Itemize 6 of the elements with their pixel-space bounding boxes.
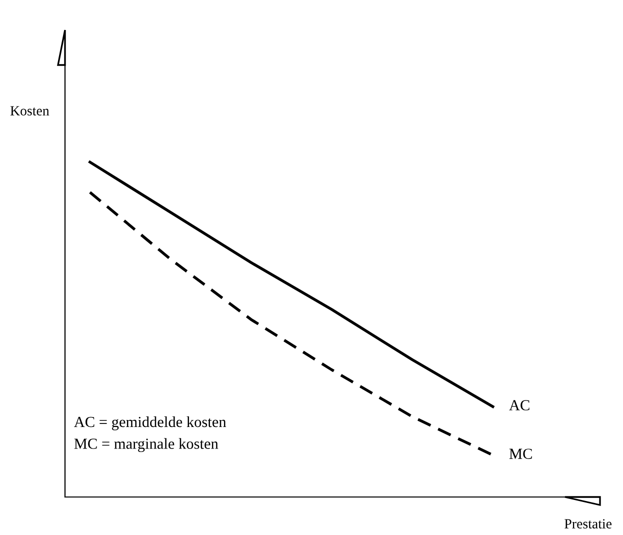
series-label: AC	[509, 400, 530, 410]
series-label: MC	[509, 448, 532, 459]
x-axis-title: Prestatie	[564, 519, 612, 528]
annotation: MC = marginale kosten	[74, 438, 218, 452]
annotation: AC = gemiddelde kosten	[74, 416, 226, 430]
y-axis-title: Kosten	[10, 106, 50, 116]
